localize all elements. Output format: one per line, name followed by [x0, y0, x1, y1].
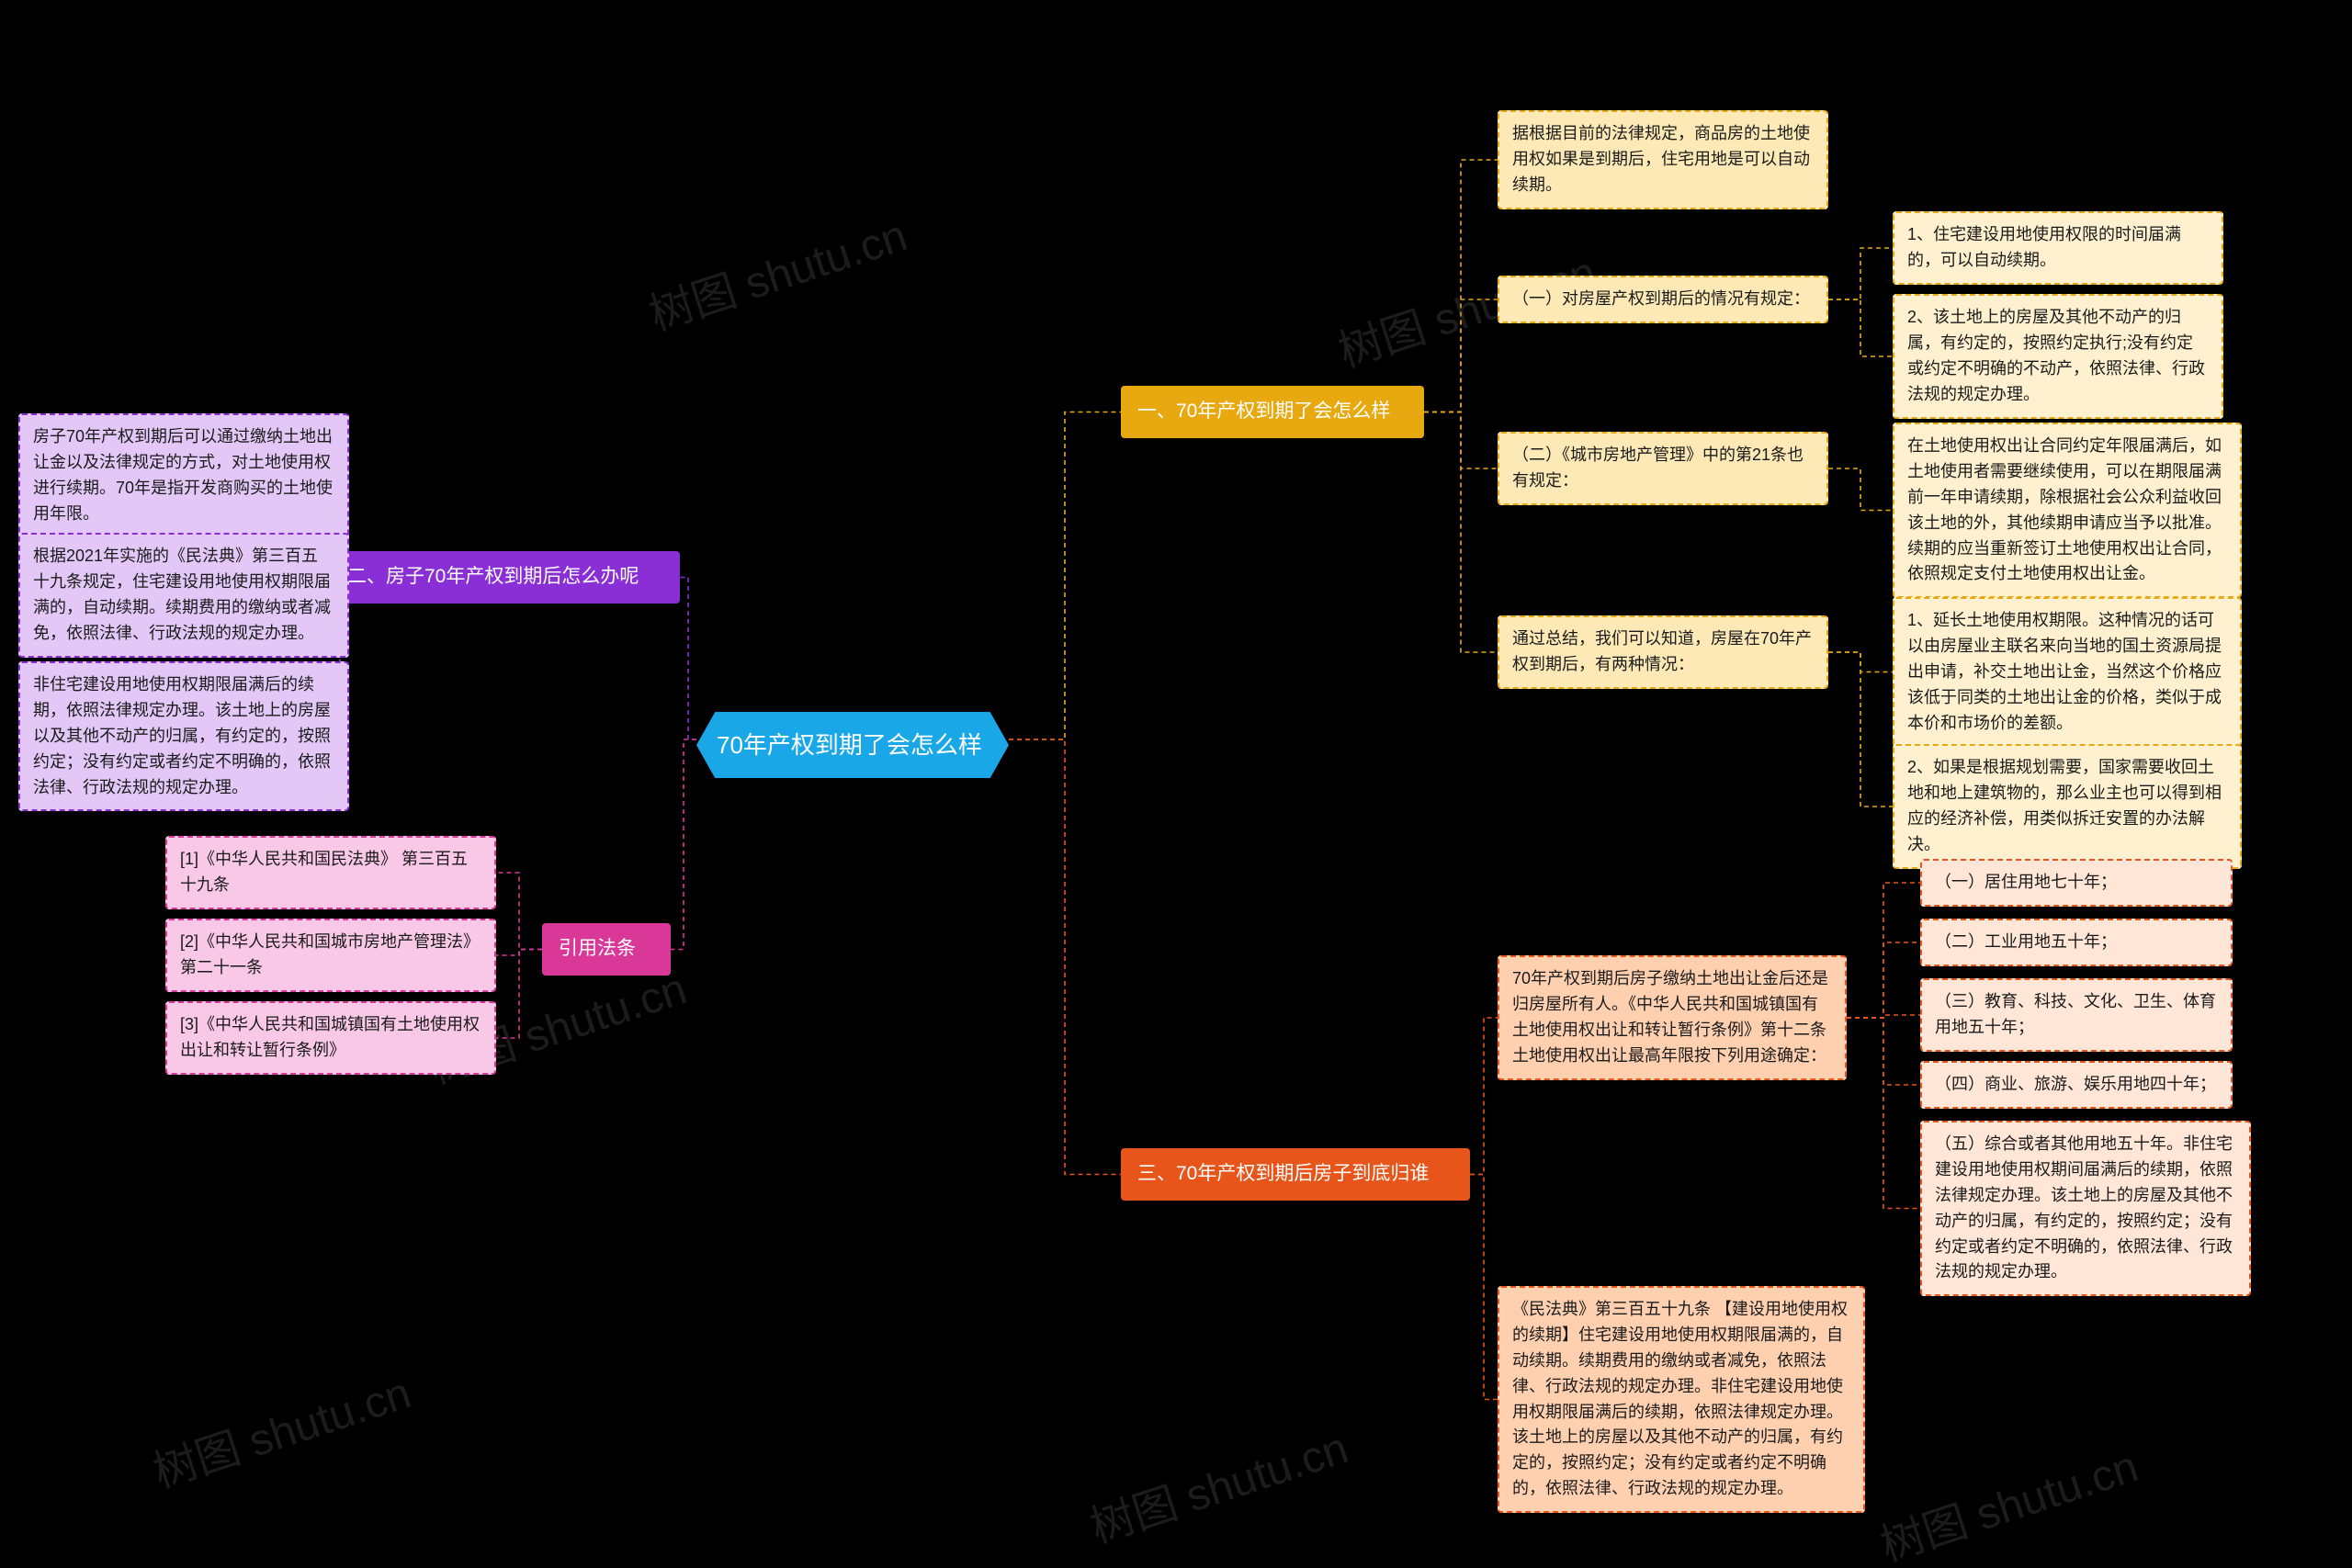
watermark: 树图 shutu.cn	[1080, 1412, 1354, 1555]
leaf-b4-0: [1]《中华人民共和国民法典》 第三百五十九条	[165, 836, 496, 909]
leaf-b1-1-0: 1、住宅建设用地使用权限的时间届满的，可以自动续期。	[1893, 211, 2223, 285]
branch-b2: 二、房子70年产权到期后怎么办呢	[331, 551, 680, 604]
leaf-b3-0-1: （二）工业用地五十年；	[1920, 919, 2233, 966]
leaf-b3-0-2: （三）教育、科技、文化、卫生、体育用地五十年；	[1920, 978, 2233, 1052]
branch-b3: 三、70年产权到期后房子到底归谁	[1121, 1148, 1470, 1201]
root-node: 70年产权到期了会怎么样	[696, 712, 1009, 778]
leaf-b1-0: 据根据目前的法律规定，商品房的土地使用权如果是到期后，住宅用地是可以自动续期。	[1498, 110, 1828, 209]
leaf-b1-2: （二）《城市房地产管理》中的第21条也有规定：	[1498, 432, 1828, 505]
leaf-b2-1: 根据2021年实施的《民法典》第三百五十九条规定，住宅建设用地使用权期限届满的，…	[18, 533, 349, 658]
leaf-b1-3: 通过总结，我们可以知道，房屋在70年产权到期后，有两种情况：	[1498, 615, 1828, 689]
leaf-b1-1: （一）对房屋产权到期后的情况有规定：	[1498, 276, 1828, 323]
leaf-b4-1: [2]《中华人民共和国城市房地产管理法》 第二十一条	[165, 919, 496, 992]
watermark: 树图 shutu.cn	[639, 199, 913, 343]
leaf-b1-2-0: 在土地使用权出让合同约定年限届满后，如土地使用者需要继续使用，可以在期限届满前一…	[1893, 423, 2242, 598]
branch-b1: 一、70年产权到期了会怎么样	[1121, 386, 1424, 438]
watermark: 树图 shutu.cn	[143, 1357, 417, 1500]
leaf-b3-1: 《民法典》第三百五十九条 【建设用地使用权的续期】住宅建设用地使用权期限届满的，…	[1498, 1286, 1865, 1513]
leaf-b2-2: 非住宅建设用地使用权期限届满后的续期，依照法律规定办理。该土地上的房屋以及其他不…	[18, 661, 349, 811]
leaf-b3-0-0: （一）居住用地七十年；	[1920, 859, 2233, 907]
branch-b4: 引用法条	[542, 923, 671, 976]
leaf-b1-3-1: 2、如果是根据规划需要，国家需要收回土地和地上建筑物的，那么业主也可以得到相应的…	[1893, 744, 2242, 869]
leaf-b3-0-3: （四）商业、旅游、娱乐用地四十年；	[1920, 1061, 2233, 1109]
leaf-b4-2: [3]《中华人民共和国城镇国有土地使用权出让和转让暂行条例》	[165, 1001, 496, 1075]
watermark: 树图 shutu.cn	[1871, 1430, 2144, 1568]
leaf-b1-1-1: 2、该土地上的房屋及其他不动产的归属，有约定的，按照约定执行;没有约定或约定不明…	[1893, 294, 2223, 419]
leaf-b3-0-4: （五）综合或者其他用地五十年。非住宅建设用地使用权期间届满后的续期，依照法律规定…	[1920, 1121, 2251, 1296]
leaf-b2-0: 房子70年产权到期后可以通过缴纳土地出让金以及法律规定的方式，对土地使用权进行续…	[18, 413, 349, 538]
leaf-b1-3-0: 1、延长土地使用权期限。这种情况的话可以由房屋业主联名来向当地的国土资源局提出申…	[1893, 597, 2242, 747]
leaf-b3-0: 70年产权到期后房子缴纳土地出让金后还是归房屋所有人。《中华人民共和国城镇国有土…	[1498, 955, 1847, 1080]
